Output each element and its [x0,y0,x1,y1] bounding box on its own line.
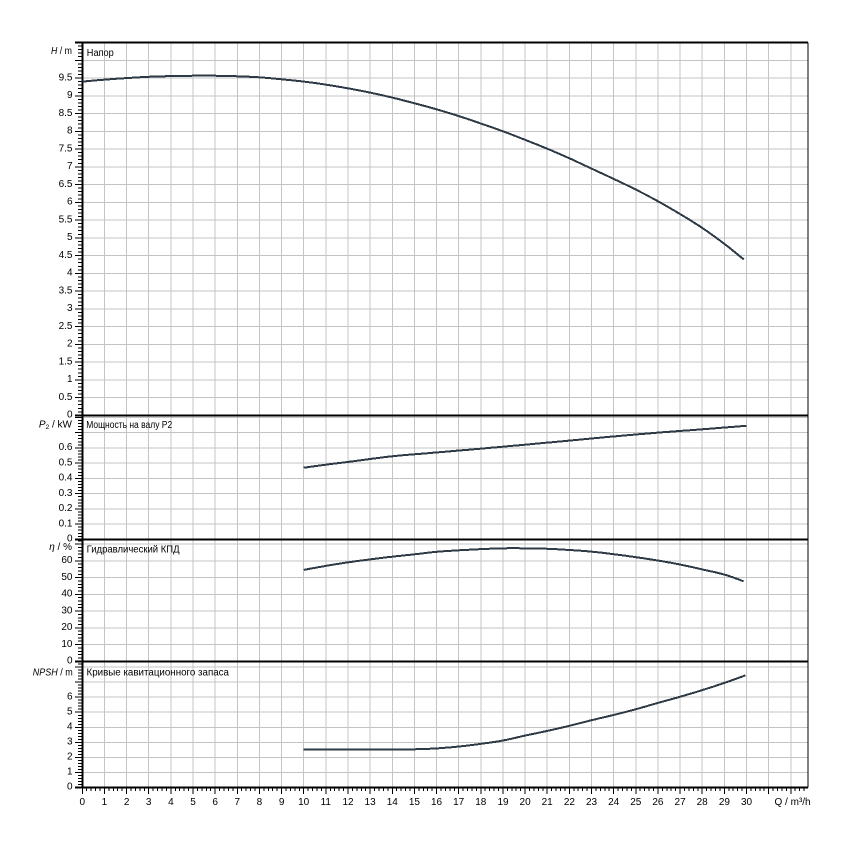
svg-text:4: 4 [67,268,73,279]
svg-text:16: 16 [431,797,443,808]
svg-text:H / m: H / m [51,46,72,57]
svg-text:0: 0 [67,656,73,667]
svg-text:0.2: 0.2 [59,503,73,514]
svg-text:11: 11 [321,797,332,808]
svg-text:6.5: 6.5 [59,179,73,190]
svg-text:18: 18 [475,797,487,808]
svg-text:5.5: 5.5 [59,214,73,225]
svg-text:0: 0 [67,534,73,545]
svg-text:4.5: 4.5 [59,250,73,261]
svg-text:7: 7 [235,797,241,808]
svg-text:12: 12 [342,797,354,808]
svg-text:3: 3 [67,303,73,314]
svg-text:19: 19 [497,797,509,808]
svg-text:28: 28 [697,797,709,808]
svg-text:η / %: η / % [49,542,72,553]
svg-text:20: 20 [520,797,532,808]
svg-text:14: 14 [387,797,399,808]
svg-text:1: 1 [67,767,73,778]
svg-text:25: 25 [630,797,642,808]
svg-text:6: 6 [212,797,218,808]
svg-text:3: 3 [67,737,73,748]
svg-text:NPSH / m: NPSH / m [33,668,73,679]
svg-text:5: 5 [67,707,73,718]
svg-text:6: 6 [67,691,73,702]
svg-text:30: 30 [61,605,73,616]
svg-text:60: 60 [61,555,73,566]
svg-text:2: 2 [67,339,73,350]
svg-text:23: 23 [586,797,598,808]
svg-text:0: 0 [80,797,86,808]
svg-text:4: 4 [67,722,73,733]
svg-text:3: 3 [146,797,152,808]
svg-text:40: 40 [61,589,73,600]
svg-text:Напор: Напор [87,48,114,59]
svg-text:29: 29 [719,797,731,808]
svg-text:1: 1 [102,797,108,808]
svg-text:1: 1 [67,374,73,385]
svg-text:10: 10 [298,797,310,808]
svg-text:6: 6 [67,197,73,208]
svg-text:30: 30 [741,797,753,808]
svg-text:9: 9 [279,797,285,808]
svg-text:3.5: 3.5 [59,285,73,296]
svg-text:0.5: 0.5 [59,392,73,403]
svg-text:9: 9 [67,90,73,101]
svg-text:24: 24 [608,797,620,808]
svg-text:4: 4 [168,797,174,808]
svg-text:8.5: 8.5 [59,108,73,119]
svg-text:50: 50 [61,572,73,583]
svg-text:0.5: 0.5 [59,457,73,468]
svg-text:7.5: 7.5 [59,143,73,154]
svg-text:2: 2 [67,752,73,763]
svg-text:27: 27 [675,797,687,808]
svg-text:26: 26 [652,797,664,808]
svg-text:8: 8 [257,797,263,808]
svg-text:20: 20 [61,622,73,633]
svg-text:5: 5 [190,797,196,808]
svg-text:0.4: 0.4 [59,473,73,484]
svg-text:P2 / kW: P2 / kW [39,419,73,431]
svg-text:22: 22 [564,797,576,808]
svg-text:Гидравлический КПД: Гидравлический КПД [87,544,180,555]
svg-text:9.5: 9.5 [59,72,73,83]
svg-text:0.3: 0.3 [59,488,73,499]
svg-text:2: 2 [124,797,130,808]
svg-text:0: 0 [67,782,73,793]
svg-text:5: 5 [67,232,73,243]
svg-text:21: 21 [542,797,554,808]
svg-text:15: 15 [409,797,421,808]
svg-text:2.5: 2.5 [59,321,73,332]
svg-text:Q / m³/h: Q / m³/h [775,797,811,808]
svg-text:7: 7 [67,161,73,172]
svg-text:0.6: 0.6 [59,442,73,453]
svg-text:10: 10 [61,639,73,650]
svg-text:8: 8 [67,126,73,137]
svg-text:0.1: 0.1 [59,518,73,529]
svg-text:Кривые кавитационного запаса: Кривые кавитационного запаса [87,667,230,678]
svg-text:13: 13 [365,797,377,808]
svg-text:1.5: 1.5 [59,356,73,367]
svg-text:17: 17 [453,797,465,808]
svg-text:Мощность на валу P2: Мощность на валу P2 [86,420,172,431]
svg-text:0: 0 [67,410,73,421]
